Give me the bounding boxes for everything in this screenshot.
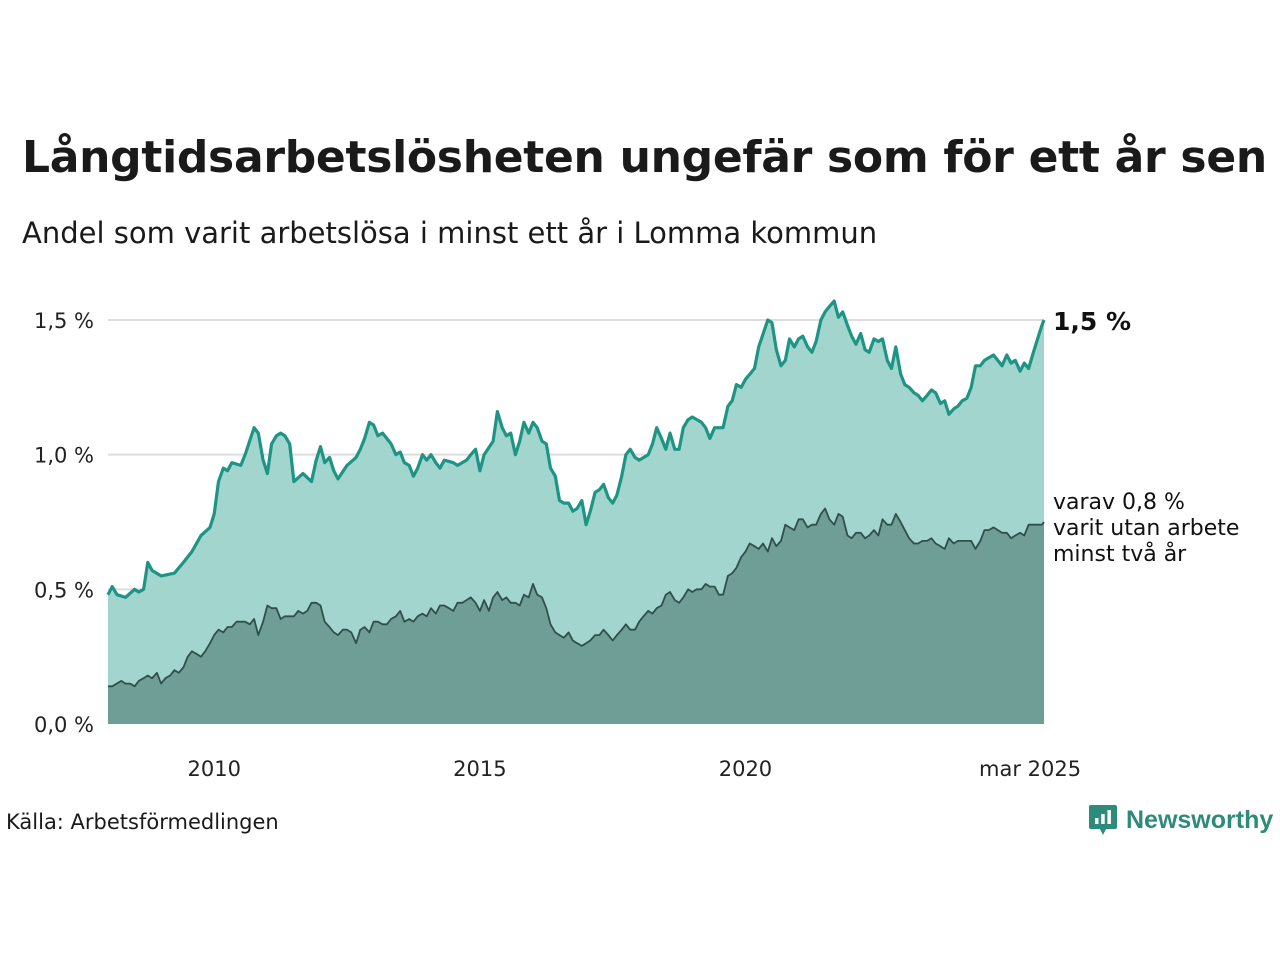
x-tick-label: mar 2025: [979, 757, 1081, 781]
y-tick-label: 0,0 %: [34, 713, 94, 737]
y-tick-label: 1,0 %: [34, 444, 94, 468]
source-note: Källa: Arbetsförmedlingen: [6, 810, 279, 834]
long-term-unemployment-chart: 0,0 % 0,5 % 1,0 % 1,5 % 2010 2015 2020 mar 2025…: [34, 299, 1239, 781]
x-tick-label: 2010: [188, 757, 241, 781]
brand-logo: Newsworthy: [1088, 803, 1273, 837]
brand-name: Newsworthy: [1126, 805, 1274, 834]
note-label-minst-tva-ar: varit utan arbete: [1053, 516, 1239, 541]
x-tick-label: 2020: [719, 757, 772, 781]
note-label-minst-tva-ar: minst två år: [1053, 541, 1187, 567]
axis-ticks: 0,0 % 0,5 % 1,0 % 1,5 % 2010 2015 2020 mar 2025: [34, 309, 1081, 781]
line-minst-tva-ar: [108, 507, 1045, 688]
x-tick-label: 2015: [453, 757, 506, 781]
y-tick-label: 0,5 %: [34, 578, 94, 602]
y-tick-label: 1,5 %: [34, 309, 94, 333]
chart-title: Långtidsarbetslösheten ungefär som för e…: [22, 132, 1267, 183]
line-minst-ett-ar: [106, 299, 1046, 599]
note-label-minst-tva-ar: varav 0,8 %: [1053, 490, 1185, 515]
area-minst-tva-ar: [108, 508, 1044, 724]
series-areas: [106, 299, 1046, 724]
newsworthy-logo-icon: [1089, 805, 1117, 835]
chart-subtitle: Andel som varit arbetslösa i minst ett å…: [22, 216, 878, 250]
end-label-minst-ett-ar: 1,5 %: [1053, 307, 1131, 336]
